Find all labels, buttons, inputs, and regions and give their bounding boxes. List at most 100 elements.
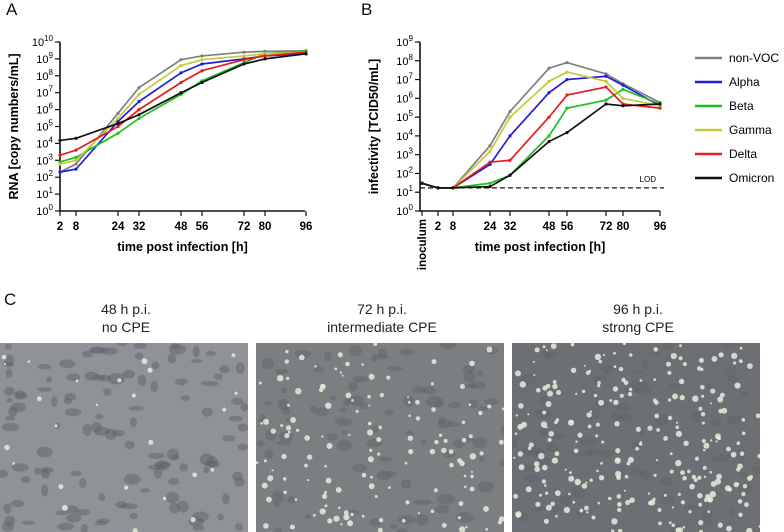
panel-b-x-tick-label: 48 bbox=[543, 221, 556, 233]
panel-b-data-point-delta bbox=[604, 85, 608, 89]
panel-b-data-point-omicron bbox=[604, 102, 608, 106]
panel-b-y-tick-label: 105 bbox=[396, 109, 413, 124]
panel-a-data-point-gamma bbox=[74, 158, 78, 162]
panel-b-series-line-alpha bbox=[421, 75, 661, 189]
panel-a-y-tick-label: 107 bbox=[36, 85, 53, 100]
panel-a-data-point-gamma bbox=[137, 92, 141, 96]
panel-a-x-tick-label: 96 bbox=[300, 221, 313, 233]
panel-b-x-tick-label: 72 bbox=[600, 221, 613, 233]
panel-a-data-point-omicron bbox=[304, 52, 308, 56]
panel-a-data-point-delta bbox=[242, 58, 246, 62]
panel-a-data-point-omicron bbox=[179, 91, 183, 95]
panel-b-y-tick-label: 107 bbox=[396, 72, 413, 87]
panel-a-data-point-gamma bbox=[116, 116, 120, 121]
panel-a-series-line-gamma bbox=[59, 51, 307, 165]
panel-a-data-point-gamma bbox=[179, 64, 183, 68]
panel-a-y-tick-label: 109 bbox=[36, 51, 53, 66]
panel-b-x-tick-label: 24 bbox=[484, 221, 497, 233]
panel-a-y-tick-label: 104 bbox=[36, 135, 53, 150]
panel-b-data-point-non-voc bbox=[547, 66, 551, 70]
panel-b-data-point-gamma bbox=[604, 79, 608, 83]
panel-b-data-point-non-voc bbox=[604, 72, 608, 76]
panel-a-data-point-omicron bbox=[58, 138, 62, 143]
panel-a-data-point-non-voc bbox=[74, 162, 78, 166]
panel-a-data-point-delta bbox=[137, 108, 141, 112]
panel-b-y-tick-label: 106 bbox=[396, 90, 413, 105]
panel-b-data-point-delta bbox=[508, 158, 512, 162]
panel-b-data-point-beta bbox=[488, 181, 492, 185]
caption-time: 96 h p.i. bbox=[613, 301, 663, 317]
micrograph-48h-image bbox=[0, 343, 248, 532]
panel-a-data-point-non-voc bbox=[179, 58, 183, 62]
caption-time: 72 h p.i. bbox=[357, 301, 407, 317]
panel-b-y-tick-label: 100 bbox=[396, 203, 413, 218]
panel-a-data-point-alpha bbox=[137, 99, 141, 104]
panel-a-data-point-alpha bbox=[179, 71, 183, 75]
panel-a-data-point-delta bbox=[58, 153, 62, 157]
panel-b-data-point-omicron bbox=[565, 130, 569, 135]
panel-a-x-axis-title: time post infection [h] bbox=[117, 240, 248, 254]
caption-cpe: intermediate CPE bbox=[327, 319, 437, 335]
panel-c-label: C bbox=[4, 290, 17, 309]
panel-b-data-point-alpha bbox=[621, 83, 625, 87]
legend-label-omicron: Omicron bbox=[729, 171, 774, 185]
panel-a-data-point-non-voc bbox=[242, 50, 246, 54]
panel-b-data-point-omicron bbox=[508, 173, 512, 177]
panel-a-y-tick-label: 1010 bbox=[32, 34, 54, 49]
panel-b-data-point-gamma bbox=[547, 79, 551, 83]
panel-a-y-tick-label: 102 bbox=[36, 169, 53, 184]
panel-a-data-point-delta bbox=[200, 69, 204, 73]
legend-label-alpha: Alpha bbox=[729, 75, 760, 89]
micrograph-caption-48h: 48 h p.i. no CPE bbox=[0, 300, 252, 336]
panel-b-y-tick-label: 104 bbox=[396, 128, 413, 143]
panel-a-label: A bbox=[6, 0, 18, 19]
panel-a-y-axis-title: RNA [copy numbers/mL] bbox=[7, 53, 21, 199]
panel-b-data-point-delta bbox=[547, 115, 551, 119]
panel-a-data-point-gamma bbox=[242, 54, 246, 58]
panel-b-data-point-omicron bbox=[451, 186, 455, 190]
panel-b-y-tick-label: 109 bbox=[396, 34, 413, 49]
panel-a-data-point-beta bbox=[74, 155, 78, 159]
caption-time: 48 h p.i. bbox=[101, 301, 151, 317]
panel-a-data-point-omicron bbox=[137, 113, 141, 117]
caption-cpe: strong CPE bbox=[602, 319, 674, 335]
panel-b-data-point-delta bbox=[565, 93, 569, 97]
caption-cpe: no CPE bbox=[101, 319, 151, 335]
panel-b-x-tick-label: 80 bbox=[617, 221, 630, 233]
panel-b-data-point-beta bbox=[604, 98, 608, 102]
panel-a-data-point-non-voc bbox=[116, 111, 120, 115]
panel-b-x-tick-label: 2 bbox=[435, 221, 441, 233]
panel-b-data-point-omicron bbox=[488, 184, 492, 189]
panel-a-x-tick-label: 80 bbox=[259, 221, 272, 233]
panel-b-data-point-non-voc bbox=[488, 144, 492, 148]
panel-b-data-point-alpha bbox=[547, 91, 551, 95]
micrograph-72h-image bbox=[256, 343, 504, 532]
panel-a-data-point-alpha bbox=[58, 170, 62, 174]
panel-b-data-point-beta bbox=[621, 87, 625, 91]
panel-a-series-line-non-voc bbox=[59, 49, 307, 173]
panel-b-x-tick-label: 8 bbox=[450, 221, 457, 233]
panel-b-x-tick-label: 32 bbox=[504, 221, 517, 233]
panel-b-data-point-non-voc bbox=[508, 109, 512, 114]
panel-a-y-tick-label: 101 bbox=[36, 186, 53, 201]
panel-b-data-point-omicron bbox=[420, 181, 424, 185]
micrograph-caption-72h: 72 h p.i. intermediate CPE bbox=[256, 300, 508, 336]
panel-b-data-point-beta bbox=[547, 134, 551, 138]
panel-a-y-tick-label: 105 bbox=[36, 119, 53, 134]
panel-b-data-point-alpha bbox=[565, 77, 569, 82]
panel-b-x-tick-label: 56 bbox=[561, 221, 574, 233]
panel-b-data-point-omicron bbox=[547, 139, 551, 144]
panel-a-y-tick-label: 100 bbox=[36, 203, 53, 218]
panel-a-data-point-non-voc bbox=[200, 54, 204, 58]
panel-a-data-point-delta bbox=[74, 148, 78, 152]
panel-b-y-tick-label: 108 bbox=[396, 53, 413, 68]
panel-a-y-tick-label: 108 bbox=[36, 68, 53, 83]
panel-b-x-tick-label: inoculum bbox=[417, 219, 429, 270]
panel-b-data-point-omicron bbox=[436, 186, 440, 190]
panel-a-x-tick-label: 2 bbox=[57, 221, 63, 233]
micrograph-caption-96h: 96 h p.i. strong CPE bbox=[512, 300, 764, 336]
panel-b-data-point-beta bbox=[565, 106, 569, 110]
panel-a-data-point-omicron bbox=[200, 80, 204, 85]
panel-b-lod-label: LOD bbox=[640, 175, 657, 184]
